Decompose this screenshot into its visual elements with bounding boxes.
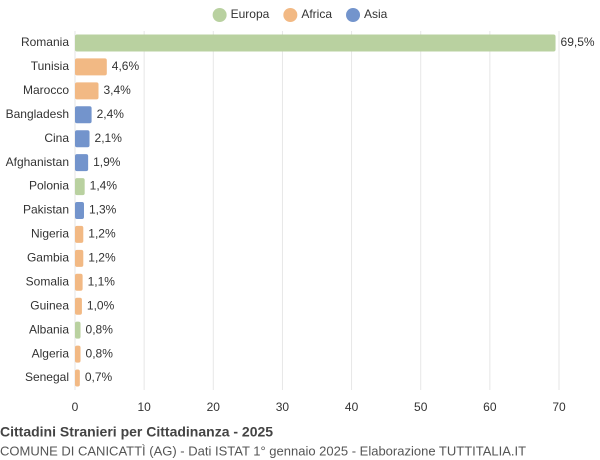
bar	[75, 58, 107, 76]
bar	[75, 130, 90, 148]
value-label: 0,8%	[86, 346, 114, 360]
x-tick-label: 30	[276, 400, 290, 414]
bar	[75, 82, 99, 100]
chart-title: Cittadini Stranieri per Cittadinanza - 2…	[0, 424, 273, 440]
chart-subtitle: COMUNE DI CANICATTÌ (AG) - Dati ISTAT 1°…	[0, 443, 526, 458]
value-label: 3,4%	[104, 83, 132, 97]
y-tick-label: Algeria	[32, 346, 70, 360]
legend-marker	[212, 8, 227, 22]
legend-label: Africa	[301, 7, 332, 21]
bar	[75, 249, 84, 267]
y-tick-label: Tunisia	[31, 59, 70, 73]
value-label: 0,7%	[85, 370, 113, 384]
value-label: 69,5%	[561, 35, 595, 49]
value-label: 0,8%	[86, 322, 114, 336]
y-tick-label: Afghanistan	[6, 155, 69, 169]
value-label: 2,4%	[97, 107, 125, 121]
x-tick-label: 50	[414, 400, 428, 414]
bar	[75, 297, 82, 315]
bar	[75, 34, 556, 52]
y-tick-label: Bangladesh	[6, 107, 69, 121]
y-tick-label: Marocco	[23, 83, 69, 97]
x-tick-label: 0	[72, 400, 79, 414]
value-label: 1,1%	[88, 274, 116, 288]
bar	[75, 273, 83, 291]
value-label: 1,2%	[88, 251, 116, 265]
legend-marker	[283, 8, 298, 22]
value-label: 4,6%	[112, 59, 140, 73]
value-label: 1,9%	[93, 155, 121, 169]
y-tick-label: Guinea	[30, 298, 69, 312]
y-tick-label: Nigeria	[31, 227, 69, 241]
x-tick-label: 40	[345, 400, 359, 414]
value-label: 1,3%	[89, 203, 117, 217]
bar	[75, 225, 84, 243]
y-tick-label: Somalia	[26, 274, 70, 288]
bar	[75, 106, 92, 124]
bar	[75, 321, 81, 339]
value-label: 2,1%	[95, 131, 123, 145]
y-tick-label: Albania	[29, 322, 69, 336]
bar	[75, 154, 89, 172]
y-tick-label: Polonia	[29, 179, 69, 193]
x-tick-label: 70	[552, 400, 566, 414]
x-tick-label: 20	[207, 400, 221, 414]
legend-marker	[346, 8, 361, 22]
value-label: 1,4%	[90, 179, 118, 193]
bar	[75, 345, 81, 363]
bar	[75, 369, 80, 387]
legend-label: Asia	[364, 7, 388, 21]
x-tick-label: 10	[137, 400, 151, 414]
x-tick-label: 60	[483, 400, 497, 414]
y-tick-label: Romania	[21, 35, 69, 49]
legend-label: Europa	[231, 7, 270, 21]
bar	[75, 178, 85, 196]
y-tick-label: Senegal	[25, 370, 69, 384]
value-label: 1,0%	[87, 298, 115, 312]
y-tick-label: Gambia	[27, 251, 69, 265]
bar	[75, 202, 84, 219]
y-tick-label: Pakistan	[23, 203, 69, 217]
y-tick-label: Cina	[44, 131, 69, 145]
value-label: 1,2%	[88, 227, 116, 241]
